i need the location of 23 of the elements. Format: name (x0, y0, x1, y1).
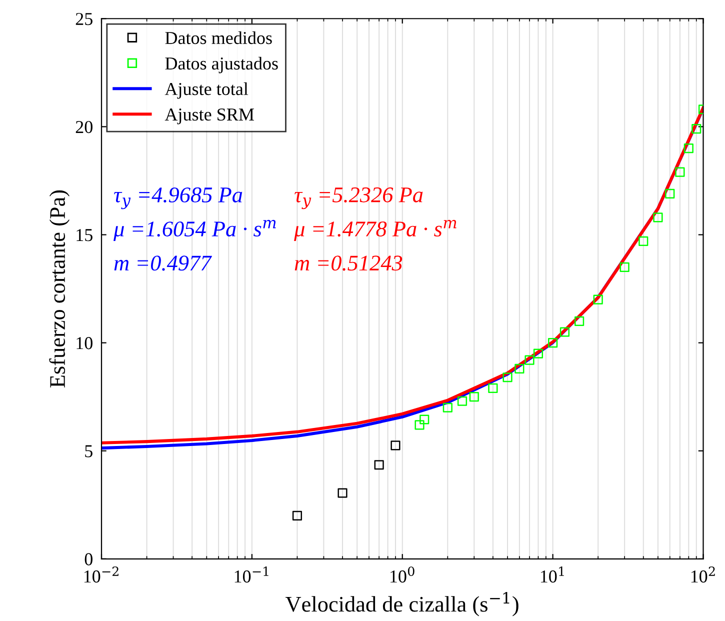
annotation: m =0.4977 (114, 256, 212, 271)
legend-label: Ajuste total (164, 82, 248, 99)
y-tick-label: 15 (76, 229, 92, 242)
y-tick-label: 10 (76, 337, 92, 350)
x-tick-label: 10$^{2}$ (691, 566, 715, 583)
y-tick-label: 20 (76, 120, 92, 134)
x-axis-title: Velocidad de cizalla (s$^{−1}$) (286, 592, 518, 616)
annotation: m =0.51243 (294, 256, 402, 271)
x-tick-label: 10$^{1}$ (540, 566, 564, 583)
x-tick-label: 10$^{−2}$ (84, 566, 118, 583)
y-axis-title: Esfuerzo cortante (Pa) (49, 190, 70, 388)
legend-label: Datos ajustados (165, 56, 278, 74)
legend-label: Ajuste SRM (164, 108, 254, 124)
annotation: τ$_{y}$ =5.2326 Pa (294, 187, 423, 210)
y-tick-label: 5 (85, 445, 92, 458)
y-tick-label: 0 (84, 553, 92, 566)
x-tick-label: 10$^{0}$ (390, 566, 414, 583)
y-tick-label: 25 (76, 12, 92, 26)
legend-label: Datos medidos (165, 31, 272, 44)
annotation: τ$_{y}$ =4.9685 Pa (114, 187, 242, 210)
annotation: μ =1.4778 Pa · s$^{m}$ (294, 220, 456, 242)
x-tick-label: 10$^{−1}$ (234, 566, 268, 583)
annotation: μ =1.6054 Pa · s$^{m}$ (114, 220, 276, 242)
